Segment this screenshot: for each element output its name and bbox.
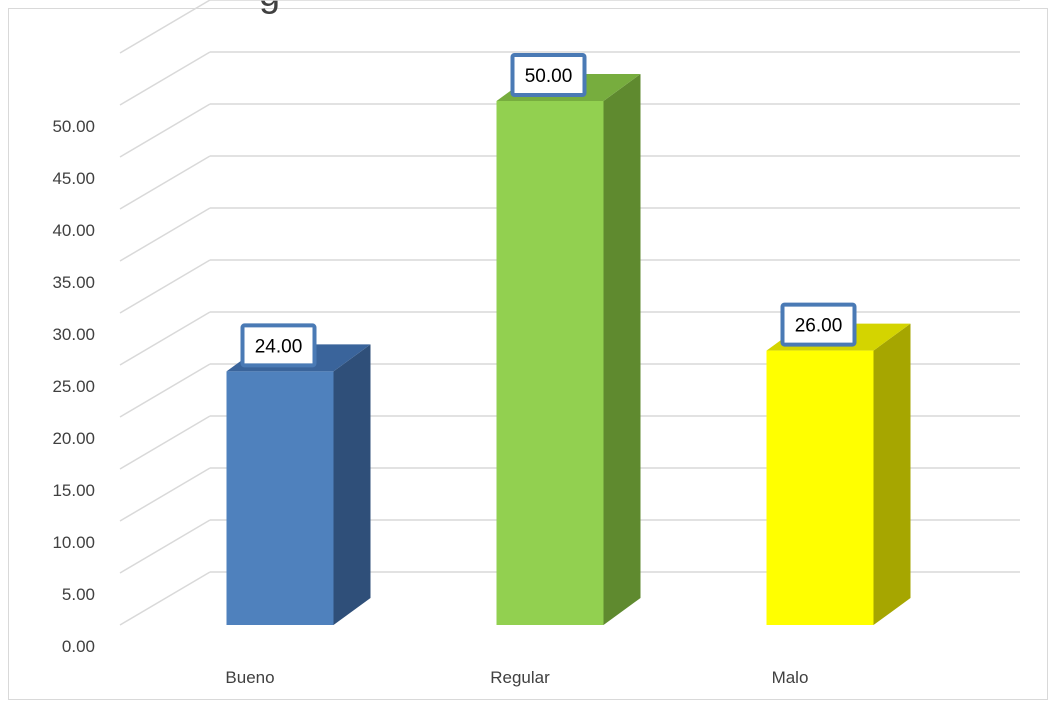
bar-side-face [333,344,371,625]
bar-front-face [766,350,874,625]
data-labels: 24.00 50.00 26.00 [240,53,857,368]
bar-regular [496,74,641,625]
bars [226,74,911,625]
gridline-diagonal [119,259,211,314]
svg-text:26.00: 26.00 [795,316,843,337]
y-tick-label: 25.00 [52,377,95,396]
y-tick-label: 5.00 [62,585,95,604]
gridline-diagonal [119,103,211,158]
y-axis-ticks: 0.00 5.00 10.00 15.00 20.00 25.00 30.00 35.00 40… [52,117,95,656]
y-tick-label: 50.00 [52,117,95,136]
y-tick-label: 35.00 [52,273,95,292]
svg-text:24.00: 24.00 [255,336,303,357]
x-category-label: Bueno [225,668,274,687]
gridline-diagonal [119,311,211,366]
gridline-diagonal [119,51,211,106]
data-label: 50.00 [510,53,587,97]
y-tick-label: 45.00 [52,169,95,188]
bar-side-face [603,74,641,625]
gridline-diagonal [119,0,211,54]
svg-text:50.00: 50.00 [525,66,573,87]
y-tick-label: 20.00 [52,429,95,448]
gridline-diagonal [119,415,211,470]
bar-malo [766,323,911,625]
x-category-label: Malo [772,668,809,687]
y-tick-label: 0.00 [62,637,95,656]
gridline-diagonal [119,571,211,626]
data-label: 24.00 [240,323,317,368]
y-tick-label: 15.00 [52,481,95,500]
data-label: 26.00 [780,302,857,347]
x-axis-categories: Bueno Regular Malo [225,668,808,687]
bar-side-face [873,323,911,625]
y-tick-label: 30.00 [52,325,95,344]
bar-front-face [496,101,604,625]
gridline-diagonal [119,207,211,262]
chart-title-fragment: g [259,0,280,16]
bar-front-face [226,371,334,625]
x-category-label: Regular [490,668,550,687]
gridline-diagonal [119,155,211,210]
y-tick-label: 40.00 [52,221,95,240]
gridline-diagonal [119,519,211,574]
gridline-diagonal [119,467,211,522]
bar-bueno [226,344,371,625]
y-tick-label: 10.00 [52,533,95,552]
gridline-diagonal [119,363,211,418]
